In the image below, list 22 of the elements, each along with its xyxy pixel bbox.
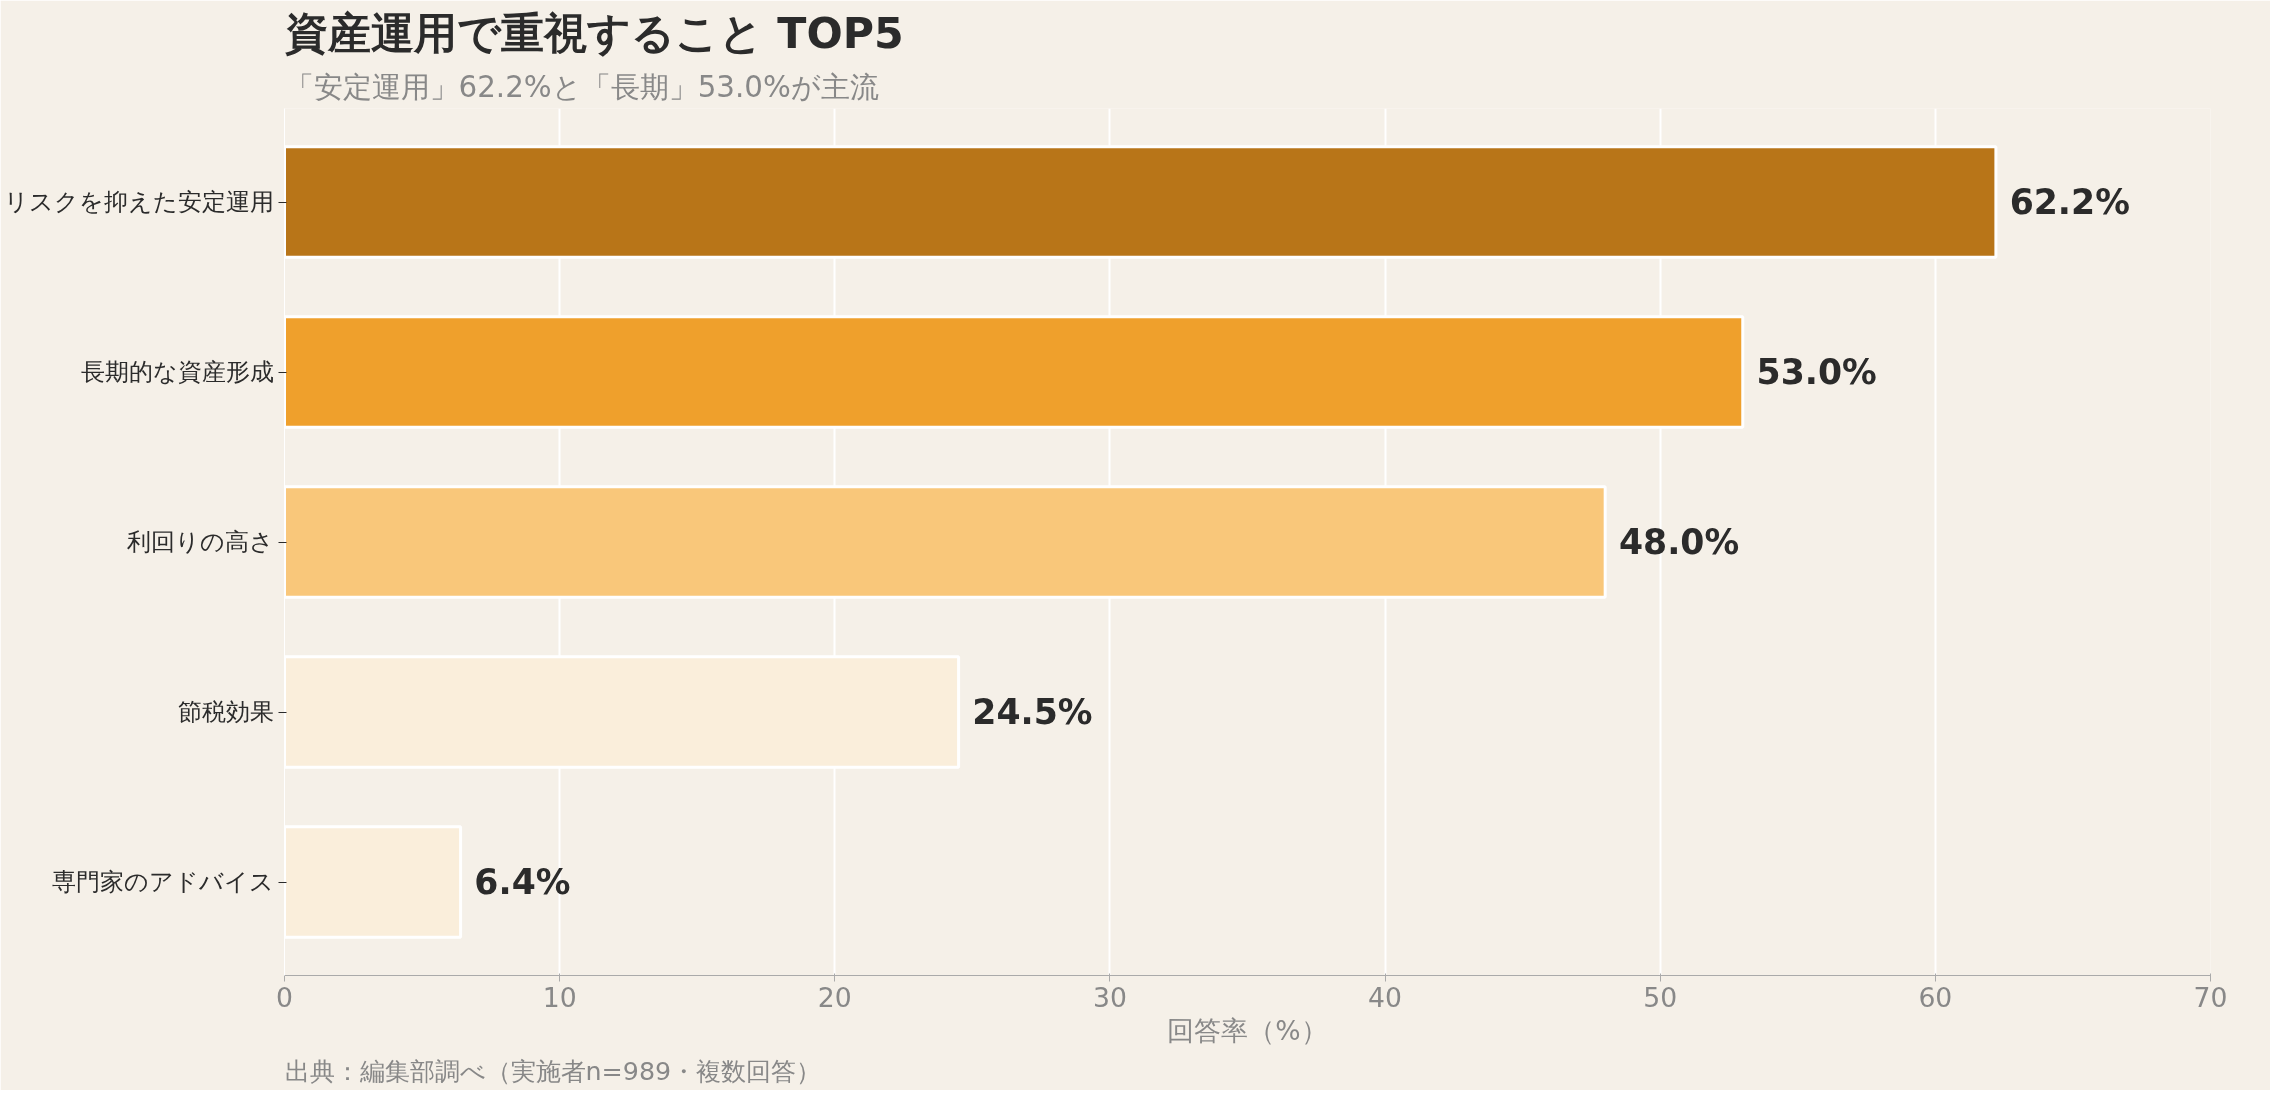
y-tick-label: 節税効果 — [177, 698, 274, 726]
chart-title: 資産運用で重視すること TOP5 — [284, 7, 904, 58]
x-tick-label: 10 — [542, 981, 577, 1013]
x-tick-label: 70 — [2193, 981, 2228, 1013]
x-tick-label: 30 — [1092, 981, 1127, 1013]
source-note: 出典：編集部調べ（実施者n=989・複数回答） — [284, 1055, 822, 1086]
x-tick-label: 40 — [1368, 981, 1403, 1013]
data-label: 24.5% — [972, 692, 1093, 732]
data-label: 6.4% — [474, 862, 571, 902]
x-tick-label: 0 — [276, 981, 293, 1013]
y-tick-label: 専門家のアドバイス — [51, 868, 274, 896]
data-label: 48.0% — [1618, 522, 1740, 562]
x-axis-title: 回答率（%） — [1167, 1014, 1328, 1046]
y-tick-label: 利回りの高さ — [126, 528, 274, 556]
x-tick-label: 50 — [1643, 981, 1678, 1013]
x-tick-label: 20 — [817, 981, 852, 1013]
data-label: 62.2% — [2009, 182, 2130, 222]
y-tick-label: 長期的な資産形成 — [80, 358, 274, 386]
chart-subtitle: 「安定運用」62.2%と「長期」53.0%が主流 — [284, 69, 879, 104]
data-label: 53.0% — [1756, 352, 1877, 392]
y-tick-label: リスクを抑えた安定運用 — [3, 188, 274, 216]
x-tick-label: 60 — [1918, 981, 1953, 1013]
